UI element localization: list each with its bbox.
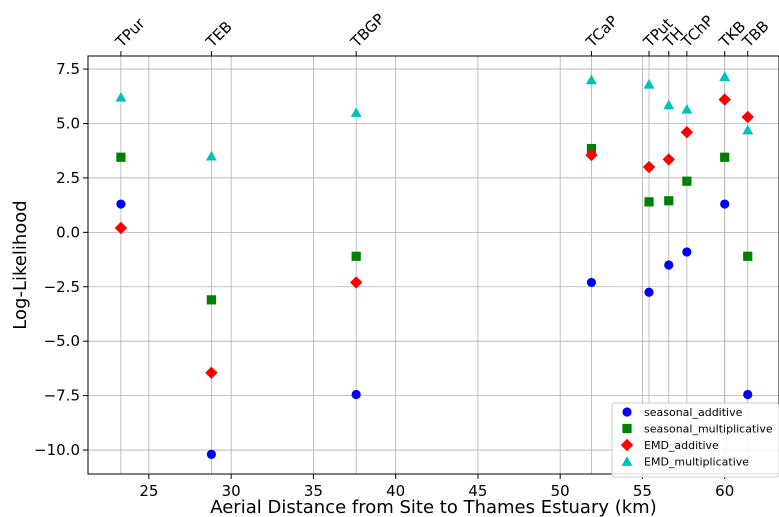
x-tick-label: 30 [222,482,241,500]
y-tick-label: 5.0 [56,114,80,132]
data-points [114,71,754,460]
emd-multiplicative-point [205,150,217,161]
seasonal-multiplicative-point [743,251,753,261]
emd-multiplicative-point [719,71,731,82]
seasonal-additive-point [586,277,597,288]
seasonal-additive-point [116,199,126,209]
legend-marker [621,456,633,466]
y-tick-label: −7.5 [44,387,80,405]
emd-additive-point [205,366,218,379]
x-tick-label: 55 [633,482,652,500]
emd-multiplicative-point [663,99,675,110]
seasonal-additive-point [664,260,674,270]
x-tick-label: 60 [715,482,734,500]
legend-label: EMD_additive [644,439,719,452]
site-label: TCaP [582,12,622,52]
y-tick-label: 7.5 [56,60,80,78]
x-tick-label: 40 [386,482,405,500]
seasonal-multiplicative-point [644,197,654,207]
legend-marker [620,438,634,452]
seasonal-additive-point [743,389,753,400]
site-label: TBGP [347,10,389,52]
seasonal-additive-point [351,389,361,400]
seasonal-multiplicative-point [720,152,730,162]
seasonal-additive-point [644,287,654,297]
site-label: TChP [677,12,717,52]
emd-additive-point [114,221,128,235]
emd-multiplicative-point [643,78,655,89]
seasonal-multiplicative-point [206,295,216,305]
emd-additive-point [642,160,656,174]
emd-multiplicative-point [742,124,754,135]
y-axis-title: Log-Likelihood [10,200,31,329]
legend-marker [622,423,632,434]
site-label: TPur [111,14,149,52]
emd-additive-point [741,110,754,124]
seasonal-multiplicative-point [116,152,126,162]
x-axis-ticks: 25 30 35 40 45 50 55 60 [139,474,734,500]
legend-label: EMD_multiplicative [644,456,749,469]
site-label: TBB [738,17,772,51]
y-tick-label: 0.0 [56,223,80,241]
legend: seasonal_additive seasonal_multiplicative… [611,402,779,478]
emd-additive-point [585,148,598,162]
emd-additive-point [349,276,363,289]
x-tick-label: 45 [468,482,487,500]
legend-label: seasonal_multiplicative [644,423,773,436]
x-axis-title: Aerial Distance from Site to Thames Estu… [210,497,657,517]
plot-frame [87,55,779,475]
emd-multiplicative-point [681,103,693,114]
y-tick-label: −2.5 [44,278,80,296]
x-tick-label: 35 [304,482,323,500]
emd-multiplicative-point [350,107,362,117]
legend-box [611,402,779,478]
y-axis-ticks: −10.0 −7.5 −5.0 −2.5 0.0 2.5 5.0 7.5 [34,60,88,459]
seasonal-multiplicative-point [682,176,692,186]
legend-label: seasonal_additive [644,406,743,419]
seasonal-multiplicative-point [664,196,674,206]
y-tick-label: −10.0 [34,441,80,459]
seasonal-multiplicative-point [351,251,361,261]
seasonal-multiplicative-point [586,143,597,154]
y-tick-label: −5.0 [44,332,80,350]
emd-additive-point [662,153,675,166]
legend-marker [622,407,632,417]
emd-additive-point [718,93,731,106]
emd-multiplicative-point [115,91,127,102]
seasonal-additive-point [206,449,216,460]
seasonal-additive-point [720,199,730,209]
y-tick-label: 2.5 [56,169,80,187]
x-tick-label: 25 [139,482,158,500]
seasonal-additive-point [682,247,692,257]
x-tick-label: 50 [551,482,570,500]
site-label: TEB [202,18,236,52]
emd-additive-point [680,125,694,139]
emd-multiplicative-point [586,74,597,85]
